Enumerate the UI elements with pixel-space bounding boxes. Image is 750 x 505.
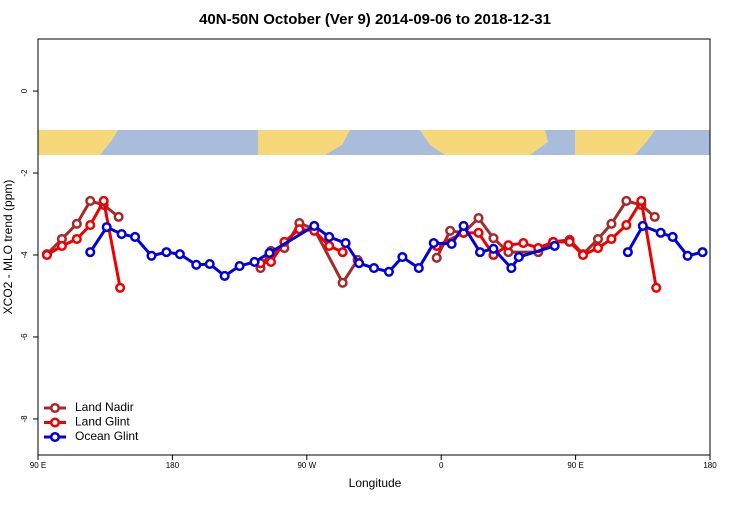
data-point xyxy=(592,233,604,245)
data-point xyxy=(518,238,529,249)
data-point xyxy=(146,250,157,261)
x-axis-label: Longitude xyxy=(349,476,402,490)
x-tick-label: 90 E xyxy=(30,461,46,470)
data-point xyxy=(506,263,517,274)
data-point xyxy=(697,247,708,258)
legend-label: Land Glint xyxy=(75,415,130,429)
x-tick-label: 90 W xyxy=(297,461,316,470)
data-point xyxy=(161,247,172,258)
data-point xyxy=(622,247,633,258)
data-point xyxy=(513,251,524,263)
data-point xyxy=(473,213,484,224)
plot-frame xyxy=(37,38,711,456)
chart-title: 40N-50N October (Ver 9) 2014-09-06 to 20… xyxy=(199,11,551,28)
data-point xyxy=(71,218,82,229)
y-axis-label: XCO2 - MLO trend (ppm) xyxy=(1,180,15,315)
data-point xyxy=(324,231,335,243)
data-point xyxy=(85,195,96,206)
legend-marker xyxy=(49,431,61,443)
data-point xyxy=(113,211,124,222)
series-line xyxy=(46,196,658,289)
data-point xyxy=(637,220,648,231)
data-point xyxy=(219,270,230,281)
data-point xyxy=(488,233,499,244)
data-point xyxy=(234,261,245,272)
data-point xyxy=(324,240,335,252)
data-point xyxy=(413,263,424,274)
data-point xyxy=(636,195,647,206)
data-point xyxy=(578,249,589,261)
data-point xyxy=(191,259,202,270)
data-point xyxy=(56,240,67,252)
data-point xyxy=(606,218,617,229)
data-point xyxy=(265,256,277,268)
data-point xyxy=(682,250,693,261)
legend-label: Ocean Glint xyxy=(75,429,139,443)
data-point xyxy=(549,240,560,252)
data-point xyxy=(474,247,486,258)
x-tick-label: 180 xyxy=(166,461,180,470)
x-tick-label: 0 xyxy=(439,461,444,470)
map-band xyxy=(38,130,710,155)
data-point xyxy=(473,227,484,238)
data-point xyxy=(294,224,305,235)
legend-marker xyxy=(49,417,61,428)
data-point xyxy=(488,243,499,254)
data-point xyxy=(101,222,112,233)
data-point xyxy=(503,240,514,251)
data-point xyxy=(85,220,96,231)
y-tick-label: -4 xyxy=(20,251,29,259)
data-point xyxy=(174,249,185,260)
data-point xyxy=(564,236,575,247)
y-tick-label: 0 xyxy=(20,88,29,93)
data-point xyxy=(264,247,275,258)
data-point xyxy=(249,256,260,268)
data-point xyxy=(606,233,617,245)
y-tick-label: -6 xyxy=(20,333,29,341)
data-point xyxy=(204,258,215,270)
data-point xyxy=(337,277,348,288)
data-point xyxy=(368,263,380,274)
data-point xyxy=(337,247,348,258)
data-point xyxy=(649,211,660,222)
data-point xyxy=(655,227,666,238)
data-point xyxy=(130,231,141,243)
data-point xyxy=(115,282,126,293)
data-point xyxy=(621,195,632,206)
data-point xyxy=(354,258,365,269)
legend-label: Land Nadir xyxy=(75,400,134,414)
legend-marker xyxy=(49,402,61,414)
data-point xyxy=(71,233,82,245)
data-point xyxy=(116,229,127,240)
data-point xyxy=(621,220,632,231)
data-point xyxy=(458,220,469,231)
data-point xyxy=(98,195,109,206)
y-tick-label: -2 xyxy=(20,169,29,177)
data-point xyxy=(445,225,456,236)
data-point xyxy=(446,238,457,249)
data-point xyxy=(431,252,442,263)
x-tick-label: 90 E xyxy=(567,461,583,470)
data-point xyxy=(309,220,320,231)
data-point xyxy=(397,251,408,263)
data-point xyxy=(428,238,439,249)
data-point xyxy=(667,231,678,243)
y-tick-label: -8 xyxy=(20,415,29,423)
data-point xyxy=(85,247,96,258)
data-point xyxy=(651,282,662,293)
data-point xyxy=(41,249,53,261)
data-point xyxy=(592,242,604,254)
data-point xyxy=(383,266,394,277)
x-tick-label: 180 xyxy=(703,461,717,470)
data-point xyxy=(340,238,351,249)
